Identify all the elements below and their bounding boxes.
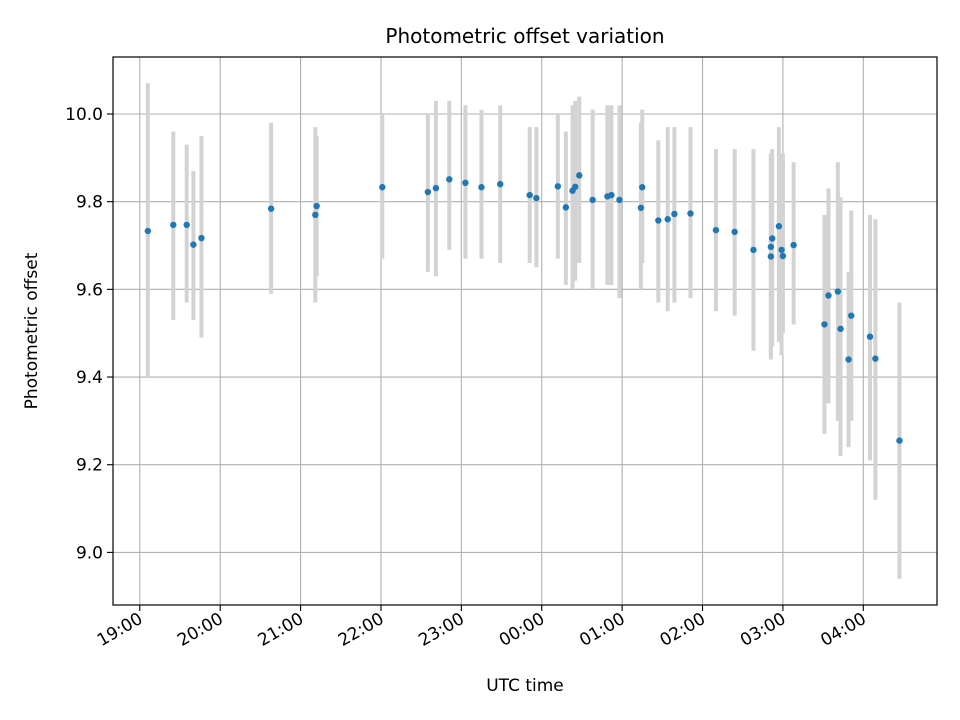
data-point (144, 227, 152, 235)
data-point (497, 180, 504, 188)
data-point (424, 188, 432, 196)
data-point (190, 241, 197, 248)
data-point (478, 184, 485, 191)
data-point (866, 333, 874, 340)
data-point (845, 356, 852, 363)
x-axis: 19:00 20:00 21:00 22:00 23:00 00:00 01:00 02:00… (94, 605, 870, 651)
data-point (446, 176, 453, 183)
data-point (671, 210, 678, 218)
data-point (779, 252, 787, 260)
x-tick-label: 23:00 (415, 609, 467, 651)
data-point (790, 241, 797, 249)
x-axis-label: UTC time (486, 676, 564, 696)
data-point (170, 221, 177, 229)
y-tick-label: 10.0 (65, 105, 103, 125)
data-points (144, 172, 903, 444)
data-point (526, 191, 533, 199)
x-tick-label: 02:00 (657, 609, 709, 651)
y-tick-label: 9.4 (76, 368, 103, 388)
data-point (731, 228, 738, 236)
data-point (778, 246, 785, 254)
y-axis: 9.0 9.2 9.4 9.6 9.8 10.0 (65, 105, 113, 563)
error-bars (145, 83, 902, 579)
data-point (712, 226, 720, 234)
y-axis-label: Photometric offset (22, 252, 42, 409)
data-point (616, 196, 623, 204)
data-point (313, 202, 320, 210)
data-point (589, 196, 596, 204)
x-tick-label: 00:00 (496, 609, 548, 651)
data-point (775, 223, 783, 230)
data-point (198, 234, 205, 242)
x-tick-label: 19:00 (94, 609, 146, 651)
data-point (572, 183, 579, 190)
data-point (312, 211, 319, 219)
data-point (825, 292, 832, 299)
data-point (576, 172, 583, 179)
data-point (821, 321, 828, 328)
x-tick-label: 22:00 (335, 609, 387, 651)
data-point (639, 184, 646, 191)
data-point (637, 204, 645, 212)
data-point (664, 216, 671, 223)
data-point (562, 204, 570, 211)
data-point (462, 179, 469, 187)
y-tick-label: 9.6 (76, 280, 103, 300)
data-point (834, 288, 842, 295)
data-point (767, 253, 775, 260)
data-point (655, 217, 662, 224)
data-point (183, 221, 190, 229)
x-tick-label: 20:00 (174, 609, 226, 651)
data-point (848, 312, 855, 319)
x-tick-label: 03:00 (737, 609, 789, 651)
x-tick-label: 21:00 (255, 609, 307, 651)
grid (113, 57, 937, 605)
data-point (608, 191, 615, 199)
data-point (533, 194, 540, 202)
data-point (267, 205, 275, 212)
data-point (872, 355, 879, 362)
data-point (769, 235, 776, 242)
x-tick-label: 04:00 (817, 609, 869, 651)
data-point (687, 210, 694, 217)
data-point (837, 325, 844, 333)
data-point (767, 243, 775, 251)
data-point (750, 246, 757, 254)
y-tick-label: 9.8 (76, 193, 103, 213)
data-point (379, 184, 386, 191)
data-point (432, 184, 440, 192)
data-point (896, 437, 903, 444)
y-tick-label: 9.0 (76, 543, 103, 563)
data-point (554, 183, 562, 190)
plot-frame (112, 56, 938, 606)
chart-title: Photometric offset variation (385, 24, 664, 48)
x-tick-label: 01:00 (576, 609, 628, 651)
y-tick-label: 9.2 (76, 456, 103, 476)
